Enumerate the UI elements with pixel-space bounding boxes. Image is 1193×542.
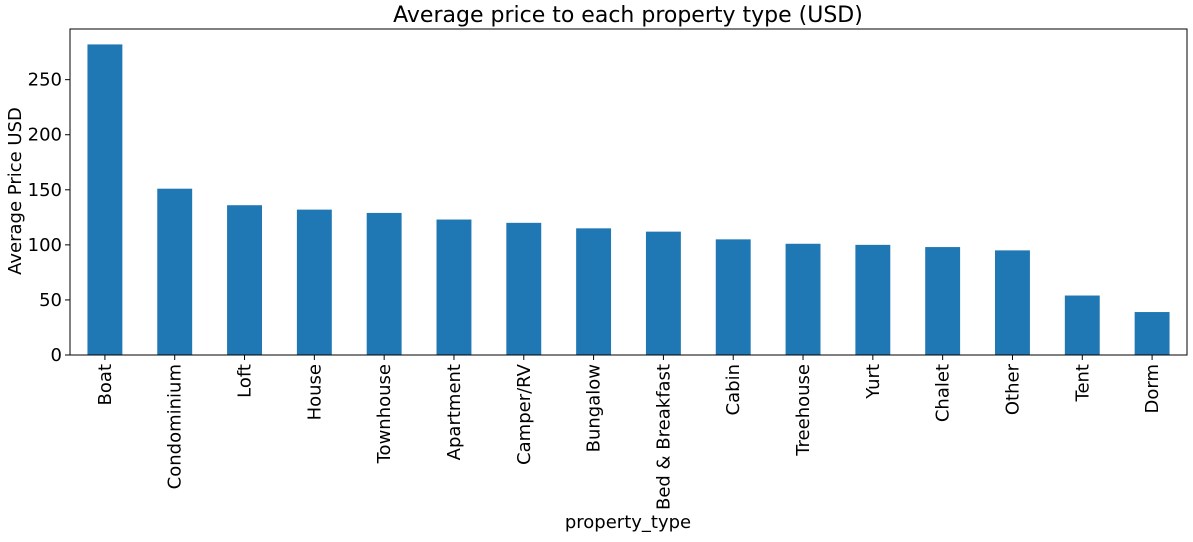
bar-other	[995, 250, 1030, 355]
y-axis-label: Average Price USD	[5, 107, 26, 275]
x-tick-label: Condominium	[165, 364, 186, 489]
bar-treehouse	[785, 243, 821, 355]
bar-condominium	[157, 188, 193, 355]
bar-bed-breakfast	[645, 231, 681, 355]
bar-boat	[87, 44, 123, 356]
x-tick-label: Chalet	[933, 364, 954, 422]
x-tick-label: Other	[1002, 363, 1023, 415]
x-tick-label: House	[304, 364, 325, 420]
x-tick-label: Treehouse	[793, 364, 814, 457]
bar-dorm	[1134, 312, 1170, 355]
bar-bungalow	[576, 228, 612, 355]
x-tick-label: Bed & Breakfast	[653, 364, 674, 510]
x-tick-label: Cabin	[723, 364, 744, 415]
bar-camper-rv	[506, 222, 542, 355]
y-tick-label: 150	[28, 180, 62, 201]
x-tick-label: Bungalow	[584, 364, 605, 452]
chart-title: Average price to each property type (USD…	[393, 3, 863, 28]
x-tick-label: Yurt	[863, 364, 884, 400]
bar-cabin	[715, 239, 751, 355]
y-tick-label: 0	[51, 345, 62, 366]
x-tick-label: Loft	[235, 364, 256, 398]
x-tick-label: Apartment	[444, 364, 465, 460]
x-tick-label: Townhouse	[374, 364, 395, 464]
y-tick-label: 100	[28, 235, 62, 256]
x-tick-label: Camper/RV	[514, 363, 535, 465]
x-ticks-group: Boat Condominium Loft House Townhouse Apartme…	[95, 355, 1163, 510]
bar-tent	[1064, 295, 1100, 355]
bar-chalet	[925, 247, 961, 355]
bar-townhouse	[366, 212, 402, 355]
y-tick-label: 200	[28, 125, 62, 146]
bar-apartment	[436, 219, 472, 355]
x-tick-label: Boat	[95, 364, 116, 405]
x-axis-label: property_type	[565, 512, 691, 533]
bar-loft	[227, 205, 262, 355]
bars-group	[87, 44, 1170, 356]
bar-yurt	[855, 244, 891, 355]
y-tick-label: 250	[28, 70, 62, 91]
bar-house	[296, 209, 332, 355]
x-tick-label: Dorm	[1142, 364, 1163, 414]
plot-frame	[69, 28, 1188, 356]
x-tick-label: Tent	[1072, 364, 1093, 402]
y-ticks-group: 0 50 100 150 200 250	[28, 70, 70, 366]
y-tick-label: 50	[39, 290, 62, 311]
